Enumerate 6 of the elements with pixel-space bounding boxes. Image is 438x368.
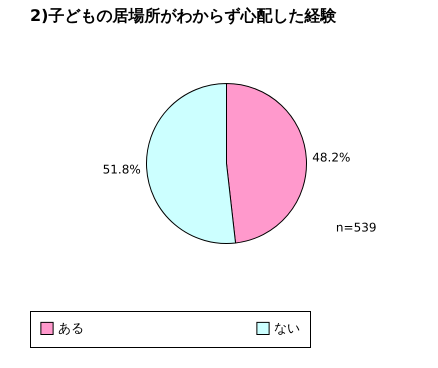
chart-title: 2)子どもの居場所がわからず心配した経験 bbox=[30, 6, 338, 25]
data-label: 48.2% bbox=[312, 150, 350, 165]
text: n=539 bbox=[336, 220, 376, 234]
legend-label: ない bbox=[274, 321, 300, 336]
legend-label: ある bbox=[58, 321, 84, 336]
data-label: 51.8% bbox=[102, 162, 141, 176]
